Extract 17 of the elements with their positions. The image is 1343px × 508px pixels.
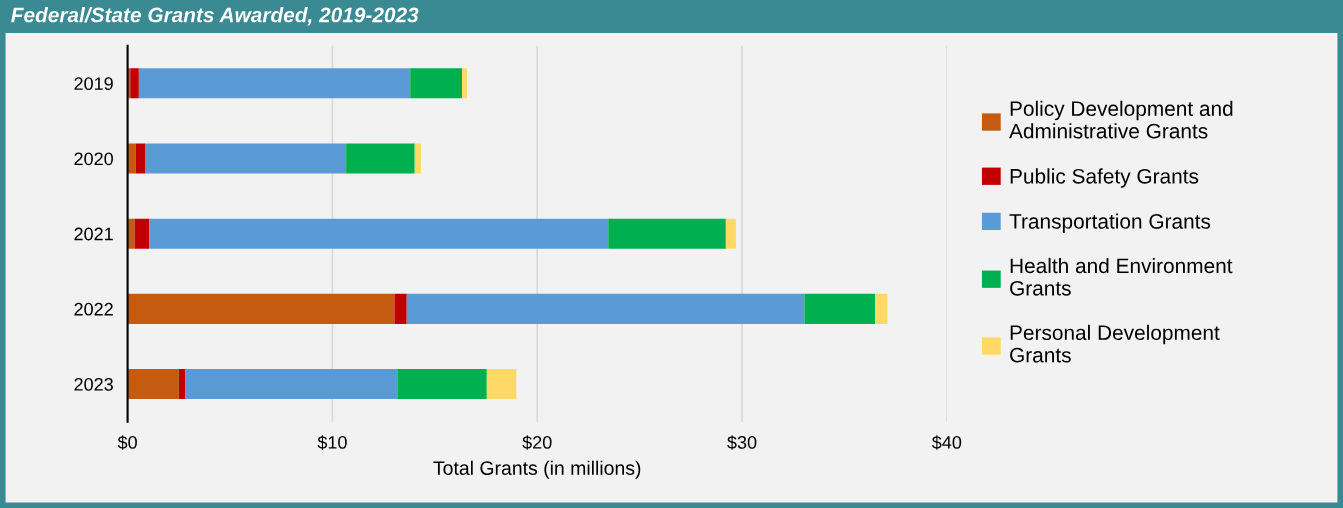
x-tick-label: $10 — [317, 435, 347, 450]
y-tick-label: 2022 — [74, 302, 113, 316]
legend-label: Policy Development and Administrative Grants — [1009, 100, 1233, 139]
x-axis-title: Total Grants (in millions) — [433, 460, 641, 479]
x-tick-label: $0 — [117, 435, 137, 450]
x-tick-label: $40 — [931, 435, 962, 450]
x-tick-label: $20 — [522, 435, 552, 450]
x-tick-label: $30 — [727, 435, 757, 450]
legend-label: Public Safety Grants — [1010, 168, 1199, 188]
y-tick-label: 2020 — [74, 152, 113, 166]
y-tick-label: 2023 — [74, 377, 113, 391]
legend-label: Personal Development Grants — [1010, 324, 1220, 363]
chart-title: Federal/State Grants Awarded, 2019-2023 — [11, 7, 419, 26]
legend-label: Health and Environment Grants — [1010, 257, 1233, 296]
y-tick-label: 2019 — [74, 77, 113, 91]
legend-label: Transportation Grants — [1009, 213, 1211, 233]
y-tick-label: 2021 — [74, 227, 113, 241]
